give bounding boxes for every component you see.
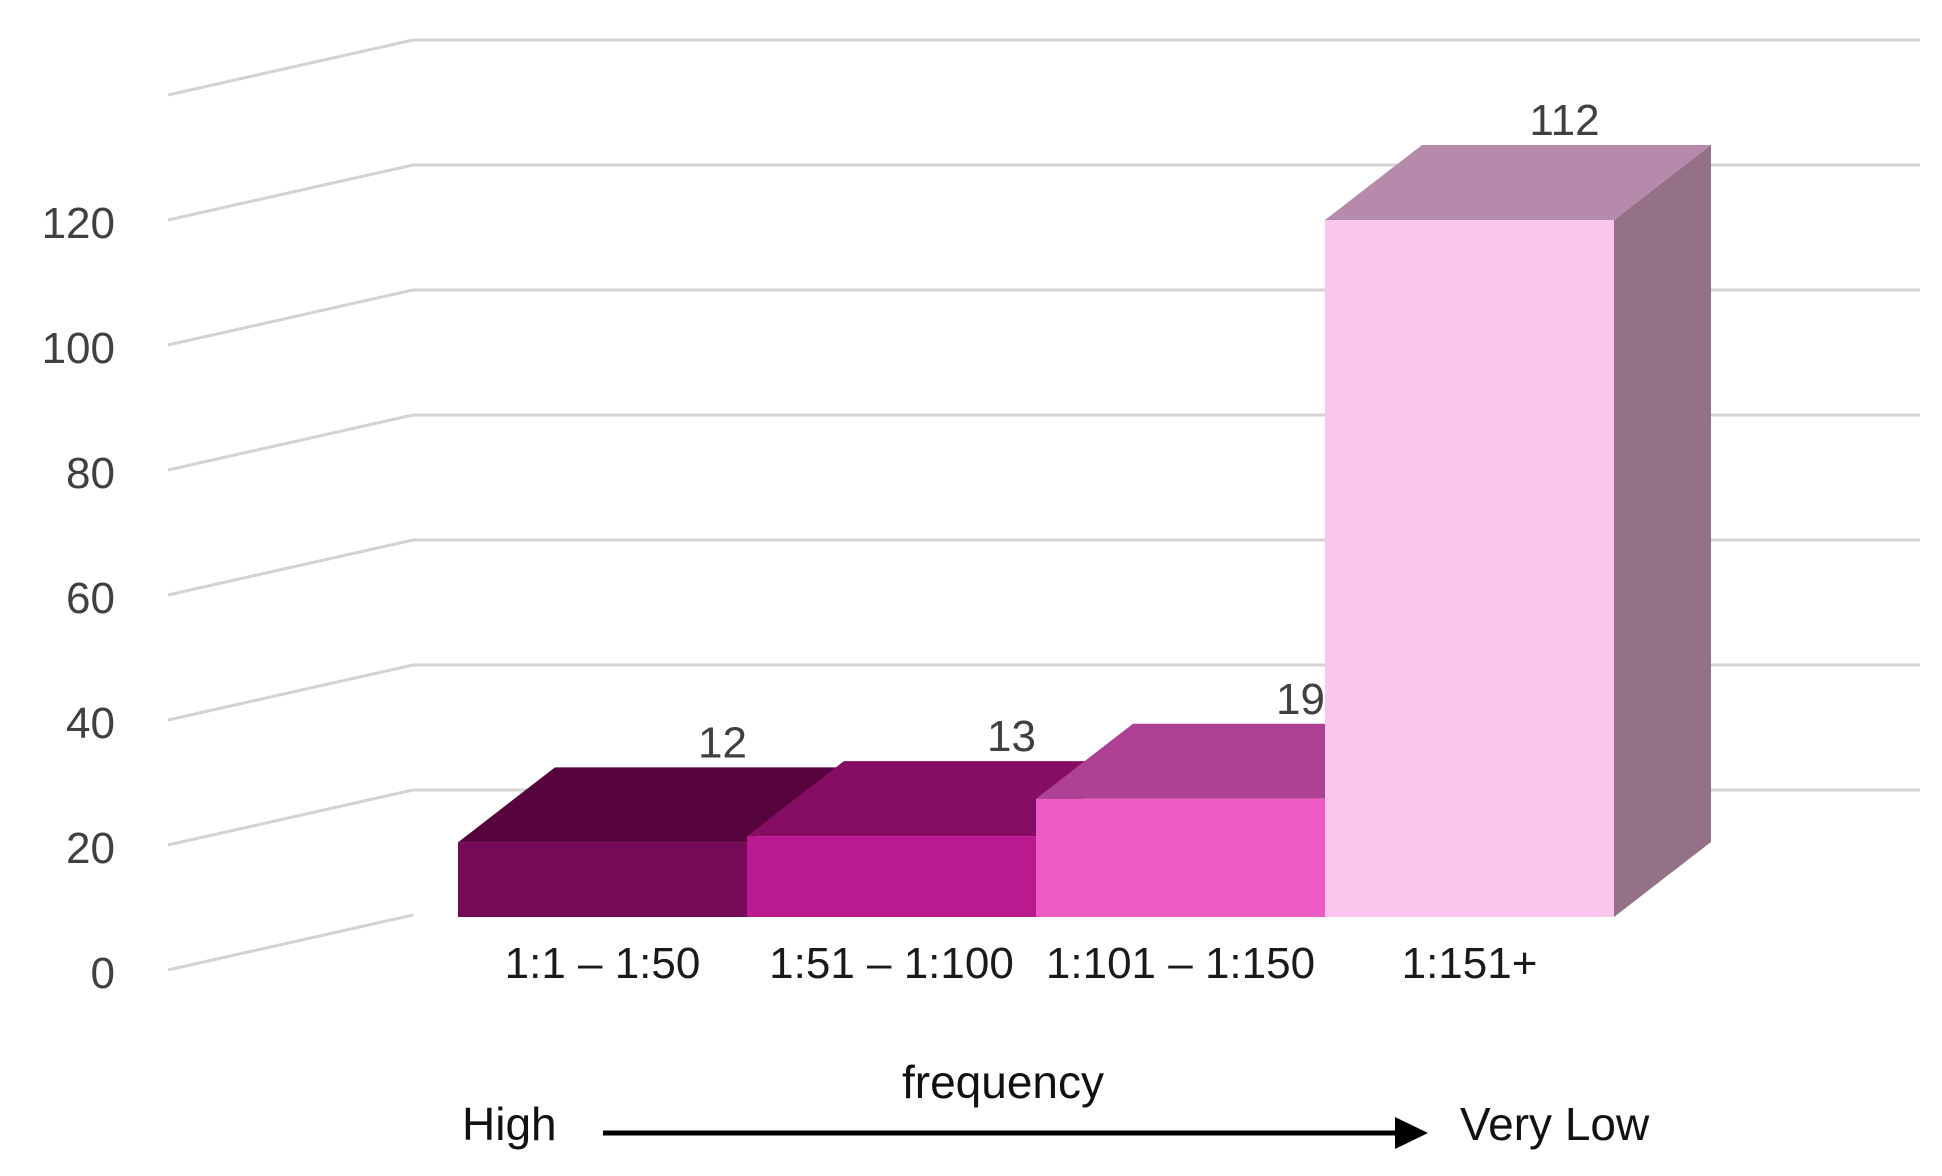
data-label: 112	[1529, 96, 1599, 145]
x-axis-caption-right: Very Low	[1460, 1098, 1650, 1150]
gridline-diagonal	[167, 538, 414, 597]
x-tick-label: 1:151+	[1402, 939, 1538, 988]
bar-front-face	[747, 836, 1036, 917]
y-tick-label: 20	[66, 824, 115, 873]
data-label: 13	[987, 712, 1036, 761]
gridline-diagonal	[167, 788, 414, 847]
bars	[458, 145, 1711, 917]
y-tick-label: 100	[42, 324, 115, 373]
bar-front-face	[1325, 220, 1614, 917]
data-label: 19	[1276, 675, 1325, 724]
gridline-diagonal	[167, 38, 414, 97]
x-axis-caption-left: High	[462, 1098, 557, 1150]
y-tick-label: 80	[66, 449, 115, 498]
data-label: 12	[698, 718, 747, 767]
bar-front-face	[1036, 798, 1325, 917]
y-tick-label: 0	[91, 949, 115, 998]
x-axis-caption-center: frequency	[902, 1056, 1104, 1108]
gridline-diagonal	[167, 288, 414, 347]
labels: 0 20 40 60 80 100 120 12 1:1 – 1:50 13 1:51 – 1:10…	[42, 96, 1600, 998]
x-tick-label: 1:101 – 1:150	[1046, 939, 1315, 988]
direction-arrow-head-icon	[1395, 1117, 1428, 1149]
bar-top-face	[1325, 145, 1711, 220]
gridline-diagonal	[167, 163, 414, 222]
y-tick-label: 60	[66, 574, 115, 623]
gridline-diagonal	[167, 413, 414, 472]
x-tick-label: 1:51 – 1:100	[769, 939, 1014, 988]
bar-side-face	[1614, 145, 1711, 917]
bar-top-face	[458, 767, 844, 843]
x-tick-label: 1:1 – 1:50	[505, 939, 701, 988]
gridline-diagonal	[167, 913, 414, 972]
bar-front-face	[458, 842, 747, 917]
gridline-diagonal	[167, 663, 414, 722]
y-tick-label: 120	[42, 199, 115, 248]
y-tick-label: 40	[66, 699, 115, 748]
x-axis-caption: High frequency Very Low	[462, 1056, 1650, 1150]
